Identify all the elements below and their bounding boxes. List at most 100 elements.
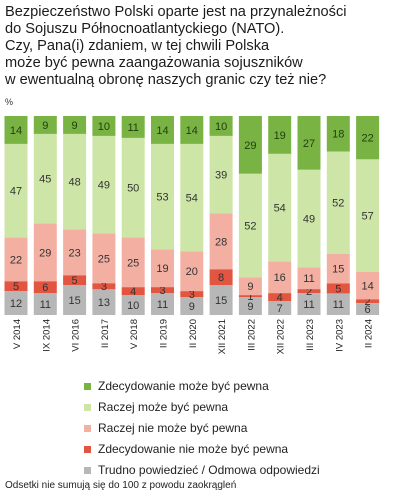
data-label: 12 bbox=[10, 298, 22, 310]
chart-title: Bezpieczeństwo Polski oparte jest na prz… bbox=[5, 4, 397, 89]
data-label: 13 bbox=[98, 297, 110, 309]
data-label: 47 bbox=[10, 186, 22, 198]
bar-segment bbox=[268, 261, 292, 294]
data-label: 14 bbox=[361, 280, 373, 292]
bar-segment bbox=[238, 116, 262, 174]
data-label: 53 bbox=[156, 192, 168, 204]
data-label: 52 bbox=[332, 198, 344, 210]
bar-segment bbox=[63, 133, 87, 230]
title-line: może być pewna zaangażowania sojuszników bbox=[5, 55, 303, 71]
legend-label: Zdecydowanie nie może być pewna bbox=[98, 442, 289, 456]
data-label: 14 bbox=[156, 125, 168, 137]
bar-segment bbox=[356, 299, 380, 304]
bar-segment bbox=[209, 285, 233, 315]
bar-segment bbox=[268, 153, 292, 262]
legend: Zdecydowanie może być pewna Raczej może b… bbox=[84, 376, 320, 481]
data-label: 5 bbox=[72, 275, 78, 287]
data-label: 57 bbox=[361, 211, 373, 223]
bar-segment bbox=[297, 267, 321, 290]
bar-segment bbox=[326, 283, 350, 294]
data-label: 6 bbox=[42, 282, 48, 294]
data-label: 25 bbox=[98, 253, 110, 265]
x-tick-label: V 2014 bbox=[12, 319, 23, 349]
data-label: 11 bbox=[303, 299, 314, 311]
bar-segment bbox=[33, 223, 57, 282]
data-label: 39 bbox=[215, 170, 227, 182]
legend-item: Zdecydowanie może być pewna bbox=[84, 376, 320, 397]
bar-segment bbox=[356, 303, 380, 315]
bar-segment bbox=[238, 295, 262, 298]
bar-segment bbox=[121, 237, 145, 288]
legend-swatch bbox=[84, 383, 91, 390]
bar-segment bbox=[180, 251, 204, 292]
legend-swatch bbox=[84, 446, 91, 453]
data-label: 48 bbox=[68, 177, 80, 189]
data-label: 9 bbox=[189, 301, 195, 313]
data-label: 52 bbox=[244, 220, 256, 232]
data-label: 3 bbox=[101, 281, 107, 293]
data-label: 28 bbox=[215, 236, 227, 248]
data-label: 10 bbox=[98, 121, 110, 133]
bar-segment bbox=[4, 116, 28, 144]
x-tick-label: III 2023 bbox=[305, 319, 316, 351]
data-label: 23 bbox=[68, 247, 80, 259]
bar-segment bbox=[151, 249, 174, 288]
legend-label: Zdecydowanie może być pewna bbox=[98, 379, 269, 393]
title-line: Bezpieczeństwo Polski oparte jest na prz… bbox=[5, 4, 347, 20]
bar-segment bbox=[33, 116, 57, 134]
bar-segment bbox=[63, 285, 87, 315]
bar-segment bbox=[121, 116, 145, 138]
data-label: 3 bbox=[159, 285, 165, 297]
title-line: Czy, Pana(i) zdaniem, w tej chwili Polsk… bbox=[5, 38, 270, 54]
data-label: 15 bbox=[68, 295, 80, 307]
bar-segment bbox=[33, 293, 57, 315]
bar-segment bbox=[209, 269, 233, 286]
x-tick-label: II 2019 bbox=[159, 319, 170, 348]
data-label: 45 bbox=[39, 174, 51, 186]
bar-segment bbox=[180, 143, 204, 252]
bar-segment bbox=[33, 133, 57, 224]
legend-label: Raczej nie może być pewna bbox=[98, 421, 248, 435]
legend-label: Trudno powiedzieć / Odmowa odpowiedzi bbox=[98, 463, 320, 477]
bar-segment bbox=[180, 291, 204, 298]
bar-segment bbox=[4, 291, 28, 315]
x-tick-label: II 2017 bbox=[100, 319, 111, 348]
data-label: 9 bbox=[42, 120, 48, 132]
bar-segment bbox=[121, 295, 145, 315]
bar-segment bbox=[356, 159, 380, 272]
bar-segment bbox=[326, 151, 350, 254]
bar-segment bbox=[238, 297, 262, 315]
data-label: 10 bbox=[127, 300, 139, 312]
bar-segment bbox=[297, 116, 321, 170]
bar-segment bbox=[356, 116, 380, 160]
data-label: 7 bbox=[277, 303, 283, 315]
legend-label: Raczej może być pewna bbox=[98, 400, 229, 414]
bar-segment bbox=[297, 289, 321, 294]
data-label: 11 bbox=[40, 299, 51, 311]
data-label: 49 bbox=[303, 214, 315, 226]
footnote: Odsetki nie sumują się do 100 z powodu z… bbox=[5, 480, 237, 491]
bar-segment bbox=[151, 293, 174, 315]
data-label: 5 bbox=[13, 281, 19, 293]
bar-segment bbox=[121, 287, 145, 296]
legend-item: Raczej nie może być pewna bbox=[84, 418, 320, 439]
data-label: 16 bbox=[274, 272, 286, 284]
bar-segment bbox=[151, 116, 174, 144]
data-label: 20 bbox=[186, 266, 198, 278]
bar-segment bbox=[33, 281, 57, 294]
bar-segment bbox=[326, 293, 350, 315]
data-label: 8 bbox=[218, 272, 224, 284]
legend-item: Trudno powiedzieć / Odmowa odpowiedzi bbox=[84, 460, 320, 481]
x-tick-label: XII 2022 bbox=[276, 319, 287, 354]
bar-segment bbox=[4, 237, 28, 282]
bar-segment bbox=[151, 287, 174, 294]
data-label: 27 bbox=[303, 138, 315, 150]
bar-segment bbox=[180, 297, 204, 315]
data-label: 25 bbox=[127, 257, 139, 269]
bar-segment bbox=[4, 281, 28, 292]
x-tick-label: II 2024 bbox=[364, 319, 375, 348]
bar-segment bbox=[92, 233, 116, 284]
data-label: 22 bbox=[10, 254, 22, 266]
bar-segment bbox=[180, 116, 204, 144]
